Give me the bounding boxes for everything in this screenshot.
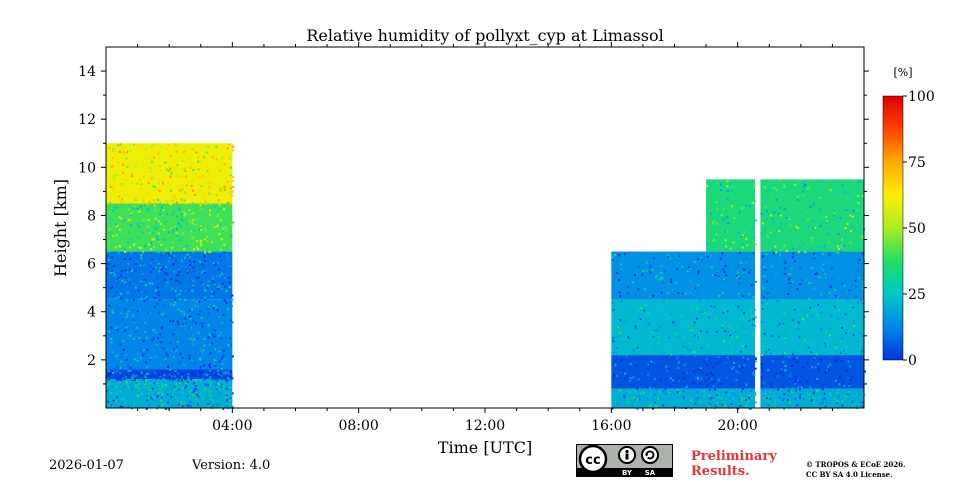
- x-tick-label-0: 04:00: [212, 418, 252, 434]
- y-tick-label-1: 4: [87, 305, 96, 321]
- copyright-line-2: CC BY SA 4.0 License.: [806, 470, 893, 479]
- y-tick-label-2: 6: [87, 257, 96, 273]
- rh-region-night-2: [106, 299, 233, 370]
- date-label: 2026-01-07: [49, 458, 124, 473]
- rh-region-evening-7: [611, 355, 756, 389]
- colorbar-tick-label-1: 25: [908, 287, 926, 303]
- y-axis: 2 4 6 8 10 12 14: [78, 64, 869, 385]
- colorbar-unit-label: [%]: [893, 66, 912, 79]
- plot-frame: [105, 46, 865, 409]
- x-tick-label-3: 16:00: [591, 418, 631, 434]
- by-text: BY: [622, 469, 633, 477]
- rh-region-evening-10: [760, 179, 864, 252]
- x-axis-label: Time [UTC]: [438, 438, 532, 457]
- preliminary-results-label: Preliminary Results.: [691, 449, 777, 479]
- y-tick-label-3: 8: [87, 208, 96, 224]
- copyright-notice: © TROPOS & ECoE 2026. CC BY SA 4.0 Licen…: [806, 460, 905, 480]
- sa-text: SA: [645, 469, 656, 477]
- y-tick-label-6: 14: [78, 64, 96, 80]
- rh-region-night-5: [106, 143, 233, 204]
- y-tick-label-0: 2: [87, 353, 96, 369]
- x-tick-label-1: 08:00: [338, 418, 378, 434]
- version-label: Version: 4.0: [192, 458, 271, 473]
- y-axis-label: Height [km]: [51, 179, 70, 277]
- rh-region-evening-9: [611, 251, 756, 300]
- x-axis: 04:00 08:00 12:00 16:00 20:00: [137, 42, 833, 434]
- colorbar-tick-label-3: 75: [908, 155, 926, 171]
- chart-title: Relative humidity of pollyxt_cyp at Lima…: [306, 26, 663, 45]
- y-tick-label-5: 12: [78, 112, 96, 128]
- rh-speckle-texture: [106, 143, 866, 410]
- preliminary-line-2: Results.: [691, 464, 750, 479]
- colorbar-tick-label-2: 50: [908, 221, 926, 237]
- colorbar-tick-label-4: 100: [908, 89, 935, 105]
- rh-region-evening-6: [760, 388, 864, 408]
- rh-region-evening-9: [760, 251, 864, 300]
- cc-icon: cc: [585, 453, 600, 468]
- colorbar: [882, 95, 904, 361]
- colorbar-ticks: 0 25 50 75 100: [903, 89, 935, 369]
- cc-license-badge: cc BY SA: [576, 444, 673, 477]
- x-tick-label-2: 12:00: [465, 418, 505, 434]
- heatmap-layer: [106, 143, 866, 410]
- rh-region-evening-8: [760, 299, 864, 356]
- y-tick-label-4: 10: [78, 160, 96, 176]
- preliminary-line-1: Preliminary: [691, 449, 777, 464]
- x-tick-label-4: 20:00: [717, 418, 757, 434]
- sa-icon: [641, 446, 659, 464]
- copyright-line-1: © TROPOS & ECoE 2026.: [806, 460, 906, 469]
- colorbar-tick-label-0: 0: [908, 353, 917, 369]
